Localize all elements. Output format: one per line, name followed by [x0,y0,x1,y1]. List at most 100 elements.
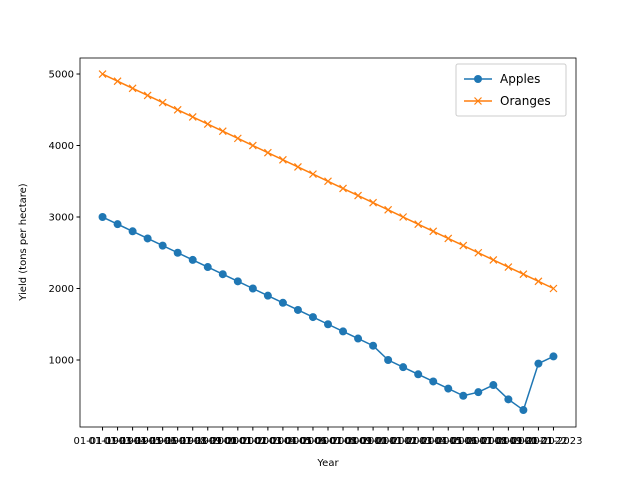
marker [263,148,272,157]
marker [399,363,408,372]
marker [233,134,242,143]
marker [384,356,393,365]
marker [98,213,107,222]
x-tick-label: 01-01-2018 [449,436,507,447]
marker [429,227,438,236]
marker [534,277,543,286]
marker [293,305,302,314]
x-tick-label: 01-01-2017 [434,436,492,447]
marker [278,155,287,164]
marker [233,277,242,286]
marker [113,77,122,86]
marker [504,395,513,404]
plot-frame [79,57,577,428]
marker [203,120,212,128]
marker [278,298,287,307]
marker [339,327,348,336]
series-line [102,216,554,412]
marker [263,291,272,300]
x-tick-label: 01-01-2013 [374,436,432,447]
marker [489,381,498,390]
marker [474,75,482,83]
x-tick-label: 01-01-1995 [104,436,162,447]
y-tick-label: 3000 [49,213,74,224]
legend-label: Apples [500,72,540,86]
x-axis-label: Year [316,458,339,469]
marker [459,391,468,400]
x-tick-label: 01-01-2019 [464,436,522,447]
x-tick-label: 01-01-2023 [524,436,582,447]
marker [203,263,212,272]
marker [173,248,182,257]
marker [474,97,482,105]
marker [549,284,558,293]
marker [444,234,453,243]
marker [414,370,423,379]
y-axis-label: Yield (tons per hectare) [18,183,29,302]
y-tick-label: 4000 [49,141,74,152]
marker [399,213,408,221]
x-tick-label: 01-01-2012 [359,436,417,447]
marker [504,263,513,271]
marker [354,334,363,343]
legend-box [455,63,567,117]
marker [324,320,332,329]
marker [248,284,257,293]
y-tick-label: 2000 [49,284,74,295]
x-tick-label: 01-01-1994 [89,436,147,447]
marker [113,220,122,229]
marker [143,234,152,243]
marker [339,184,347,193]
x-tick-label: 01-01-2004 [239,436,297,447]
x-tick-label: 01-01-2020 [479,436,537,447]
marker [519,270,528,279]
marker [158,98,167,107]
marker [98,70,107,78]
x-tick-label: 01-01-2007 [284,436,342,447]
x-tick-label: 01-01-1999 [164,436,222,447]
marker [188,112,197,121]
marker [474,248,483,257]
marker [218,270,227,279]
y-tick-label: 1000 [49,356,74,367]
marker [429,377,438,386]
x-tick-label: 01-01-2003 [224,436,282,447]
marker [324,177,332,186]
x-tick-label: 01-01-2010 [329,436,387,447]
marker [354,191,362,200]
x-tick-label: 01-01-2011 [344,436,402,447]
marker [294,163,302,171]
marker [173,105,182,114]
marker [519,406,528,415]
series [98,70,558,293]
marker [218,127,227,136]
series [98,213,558,415]
x-tick-label: 01-01-1998 [149,436,207,447]
marker [308,313,317,322]
marker [369,341,378,350]
marker [444,384,453,393]
marker [309,170,317,179]
marker [384,205,393,214]
x-tick-label: 01-01-2006 [269,436,327,447]
x-tick-label: 01-01-2009 [314,436,372,447]
x-tick-label: 01-01-2008 [299,436,357,447]
marker [414,220,423,229]
x-tick-label: 01-01-2014 [389,436,447,447]
marker [369,198,378,207]
marker [549,352,558,361]
legend: Apples Oranges [455,63,567,117]
x-tick-label: 01-01-2022 [509,436,567,447]
x-tick-label: 01-01-1996 [119,436,177,447]
x-tick-label: 01-01-2015 [404,436,462,447]
x-tick-label: 01-01-1993 [73,436,131,447]
y-tick-label: 5000 [49,70,74,81]
x-tick-label: 01-01-2021 [494,436,552,447]
x-tick-label: 01-01-2005 [254,436,312,447]
marker [459,241,468,250]
x-tick-label: 01-01-2000 [179,436,237,447]
marker [534,359,543,368]
marker [158,241,167,250]
marker [248,141,257,150]
